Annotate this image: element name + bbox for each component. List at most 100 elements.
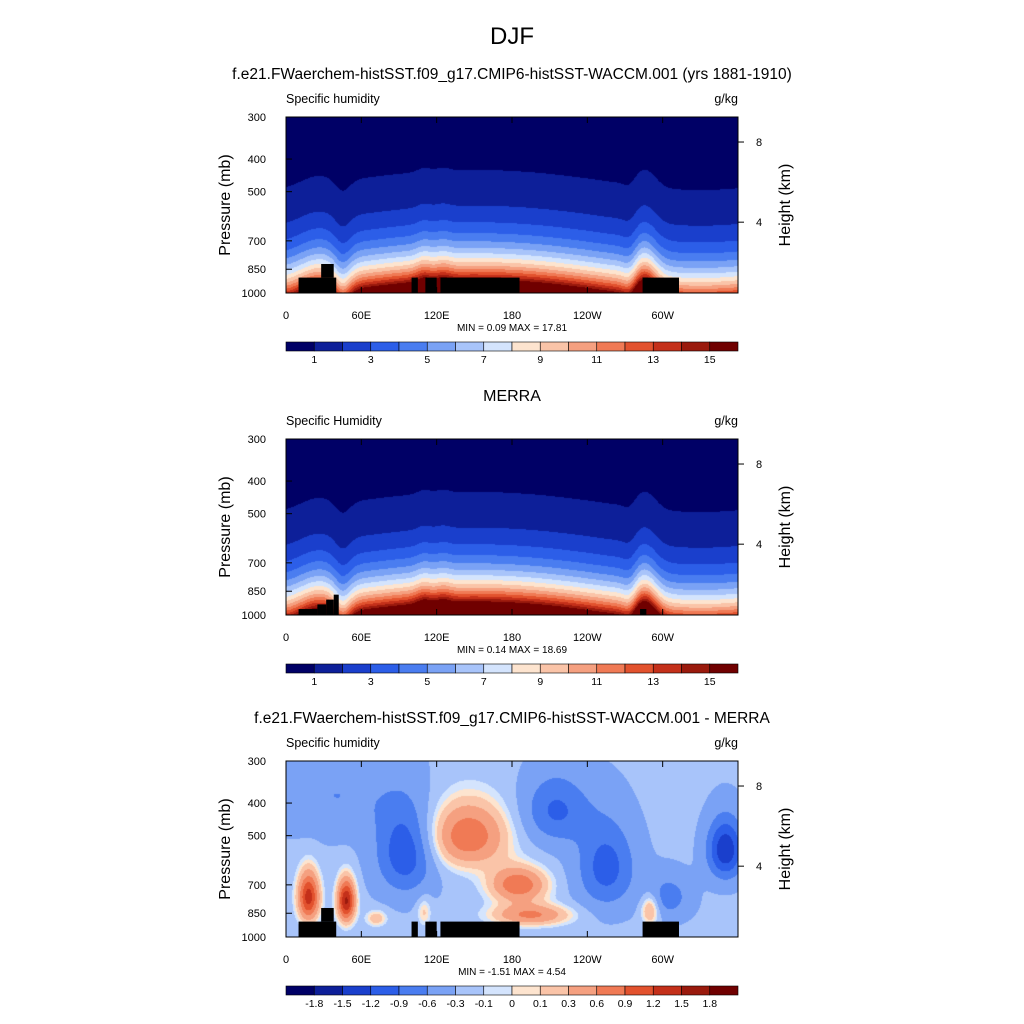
x-tick-label: 60W — [651, 632, 674, 644]
colorbar-swatch — [285, 341, 315, 352]
y2-tick-label: 8 — [756, 459, 762, 471]
colorbar-swatch — [370, 663, 400, 674]
colorbar-swatch — [652, 341, 682, 352]
y2-axis-label: Height (km) — [777, 486, 794, 569]
topography-mask — [317, 604, 327, 615]
y-axis-label: Pressure (mb) — [217, 476, 234, 577]
x-tick-label: 60W — [651, 310, 674, 322]
y-axis-label: Pressure (mb) — [217, 798, 234, 899]
variable-label: Specific humidity — [286, 92, 381, 106]
units-label: g/kg — [714, 92, 738, 106]
topography-mask — [298, 609, 318, 615]
panel-3: f.e21.FWaerchem-histSST.f09_g17.CMIP6-hi… — [217, 710, 794, 1010]
colorbar-label: -1.5 — [333, 998, 351, 1010]
min-max-stats: MIN = 0.09 MAX = 17.81 — [457, 323, 567, 334]
colorbar-label: 9 — [537, 354, 543, 366]
y-tick-label: 850 — [248, 908, 266, 920]
colorbar-label: 1.8 — [702, 998, 717, 1010]
y-axis-label: Pressure (mb) — [217, 154, 234, 255]
x-tick-label: 120W — [573, 954, 602, 966]
y2-tick-label: 4 — [756, 217, 762, 229]
colorbar-swatch — [568, 663, 598, 674]
colorbar-label: -0.6 — [418, 998, 436, 1010]
topography-mask — [642, 277, 679, 293]
y-tick-label: 300 — [248, 434, 266, 446]
y-tick-label: 1000 — [242, 610, 266, 622]
colorbar-swatch — [709, 985, 739, 996]
colorbar-swatch — [483, 663, 513, 674]
y2-tick-label: 8 — [756, 781, 762, 793]
colorbar-label: 15 — [704, 676, 716, 688]
y2-tick-label: 8 — [756, 137, 762, 149]
topography-mask — [298, 921, 337, 937]
colorbar-swatch — [539, 341, 569, 352]
y-tick-label: 300 — [248, 756, 266, 768]
colorbar-label: 11 — [591, 676, 602, 688]
panel-title: f.e21.FWaerchem-histSST.f09_g17.CMIP6-hi… — [254, 710, 770, 727]
colorbar-swatch — [596, 341, 626, 352]
topography-mask — [425, 921, 437, 937]
panel-title: MERRA — [483, 388, 541, 405]
variable-label: Specific Humidity — [286, 414, 383, 428]
colorbar-label: 7 — [481, 354, 487, 366]
x-tick-label: 120E — [424, 954, 450, 966]
topography-mask — [642, 921, 679, 937]
x-tick-label: 180 — [503, 310, 521, 322]
colorbar-label: -0.3 — [446, 998, 464, 1010]
topography-mask — [440, 277, 520, 293]
x-tick-label: 120W — [573, 632, 602, 644]
x-tick-label: 60E — [352, 954, 372, 966]
colorbar-swatch — [596, 663, 626, 674]
colorbar-swatch — [426, 663, 456, 674]
colorbar-label: -0.9 — [390, 998, 408, 1010]
colorbar-label: 1.2 — [646, 998, 661, 1010]
y-tick-label: 700 — [248, 558, 266, 570]
colorbar-swatch — [652, 663, 682, 674]
colorbar-swatch — [681, 985, 711, 996]
x-tick-label: 180 — [503, 954, 521, 966]
colorbar-label: 13 — [647, 676, 659, 688]
y-tick-label: 300 — [248, 112, 266, 124]
colorbar-swatch — [398, 341, 428, 352]
x-tick-label: 60W — [651, 954, 674, 966]
colorbar-label: -1.2 — [362, 998, 380, 1010]
topography-mask — [326, 599, 334, 615]
y-tick-label: 500 — [248, 187, 266, 199]
colorbar-swatch — [342, 341, 372, 352]
x-tick-label: 120E — [424, 632, 450, 644]
variable-label: Specific humidity — [286, 736, 381, 750]
y2-tick-label: 4 — [756, 539, 762, 551]
colorbar-label: 0 — [509, 998, 515, 1010]
colorbar-swatch — [596, 985, 626, 996]
colorbar: 1 3 5 7 9 11 13 15 — [285, 341, 739, 366]
colorbar-swatch — [426, 985, 456, 996]
y-tick-label: 500 — [248, 831, 266, 843]
colorbar-swatch — [398, 985, 428, 996]
colorbar-swatch — [652, 985, 682, 996]
contour-field — [286, 439, 738, 615]
colorbar-swatch — [426, 341, 456, 352]
colorbar-swatch — [370, 341, 400, 352]
colorbar-swatch — [511, 663, 541, 674]
y-tick-label: 400 — [248, 476, 266, 488]
y-tick-label: 850 — [248, 586, 266, 598]
colorbar-label: 11 — [591, 354, 602, 366]
x-tick-label: 0 — [283, 310, 289, 322]
colorbar-swatch — [568, 341, 598, 352]
y-tick-label: 1000 — [242, 288, 266, 300]
colorbar-swatch — [709, 341, 739, 352]
colorbar-label: 5 — [424, 354, 430, 366]
colorbar-swatch — [624, 341, 654, 352]
panel-title: f.e21.FWaerchem-histSST.f09_g17.CMIP6-hi… — [232, 66, 792, 83]
x-tick-label: 0 — [283, 954, 289, 966]
colorbar-swatch — [455, 341, 485, 352]
colorbar-label: -1.8 — [305, 998, 323, 1010]
colorbar-swatch — [709, 663, 739, 674]
y-tick-label: 1000 — [242, 932, 266, 944]
topography-mask — [425, 277, 437, 293]
colorbar-label: 1 — [311, 354, 317, 366]
colorbar-label: 13 — [647, 354, 659, 366]
colorbar-swatch — [398, 663, 428, 674]
